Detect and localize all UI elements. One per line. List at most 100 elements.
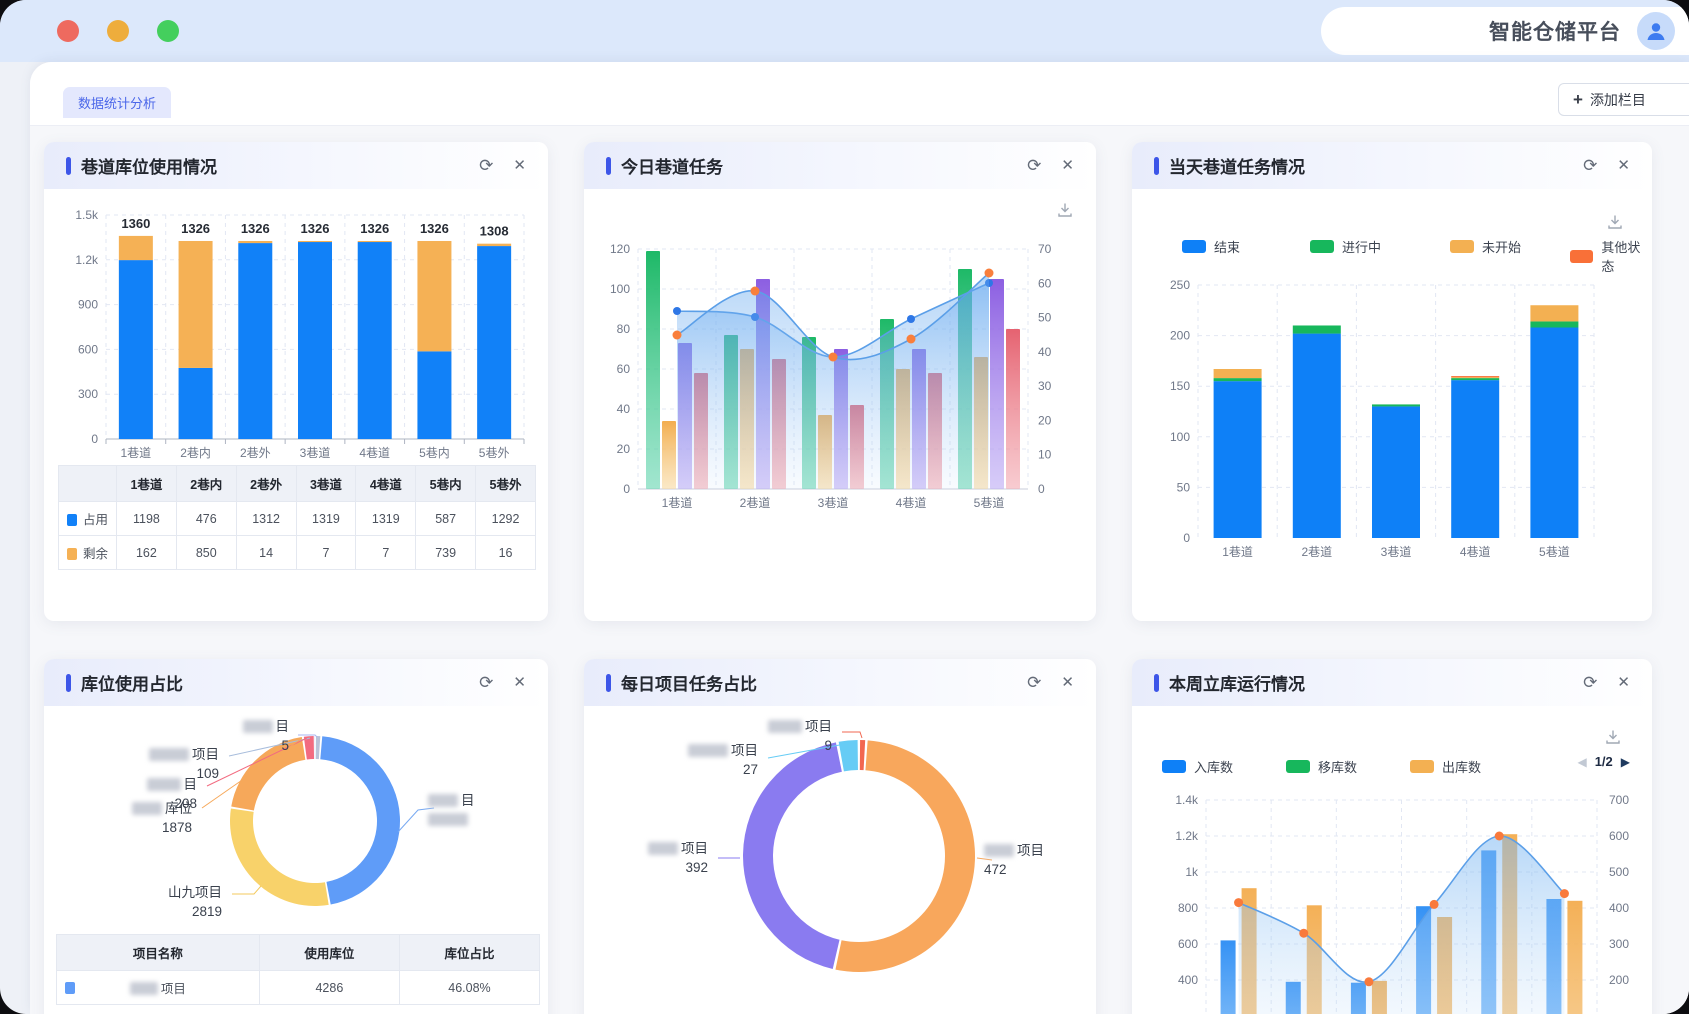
add-column-button[interactable]: + 添加栏目: [1558, 83, 1689, 116]
close-icon[interactable]: ✕: [1061, 157, 1074, 174]
panel-title: 当天巷道任务情况: [1169, 158, 1305, 177]
svg-text:700: 700: [1609, 793, 1629, 807]
donut-label: 库位 1878: [78, 800, 192, 838]
legend-item-进行中[interactable]: 进行中: [1310, 237, 1381, 256]
panel-accent-bar: [66, 673, 71, 692]
table-row: 占用 1198 476 1312 1319 1319 587 1292: [58, 501, 536, 536]
tab-strip: 数据统计分析 + 添加栏目: [30, 62, 1689, 126]
svg-text:3巷道: 3巷道: [818, 496, 849, 510]
window-titlebar: 智能仓储平台: [0, 0, 1689, 62]
refresh-icon[interactable]: ⟳: [1583, 673, 1598, 692]
donut-label: 山九项目 2819: [168, 885, 222, 919]
legend-item-移库数[interactable]: 移库数: [1286, 757, 1357, 776]
tab-data-statistics[interactable]: 数据统计分析: [63, 87, 172, 118]
maximize-window-dot[interactable]: [157, 20, 179, 42]
pagination: ◀ 1/2 ▶: [1577, 754, 1630, 769]
donut-label: 项目 27: [642, 742, 758, 780]
legend-item-未开始[interactable]: 未开始: [1450, 237, 1521, 256]
svg-text:5巷外: 5巷外: [479, 446, 510, 459]
refresh-icon[interactable]: ⟳: [479, 673, 494, 692]
panel-today-task-status: 当天巷道任务情况 ⟳ ✕ 结束 进行中 未开始 其他状态 0 50 100 150 200 250…: [1132, 142, 1652, 621]
donut-label: 项目 109: [107, 746, 219, 784]
panel-header: 库位使用占比 ⟳ ✕: [44, 659, 548, 706]
svg-text:3巷道: 3巷道: [1381, 545, 1412, 559]
svg-text:500: 500: [1609, 865, 1629, 879]
aisle-usage-chart: 0 300 600 900 1.2k 1.5k 1360 1巷道 1326 2巷内 1326 2巷外 1…: [44, 189, 548, 621]
svg-text:900: 900: [78, 298, 98, 312]
svg-text:40: 40: [617, 402, 631, 416]
panel-accent-bar: [1154, 156, 1159, 175]
svg-text:40: 40: [1038, 345, 1052, 359]
refresh-icon[interactable]: ⟳: [1583, 156, 1598, 175]
table-row: 剩余 162 850 14 7 7 739 16: [58, 535, 536, 570]
download-icon[interactable]: [1606, 213, 1624, 231]
daily-task-donut: 项目 9 项目 27 项目 392 项目 472: [584, 706, 1096, 1014]
storage-ratio-table: 项目名称 使用库位 库位占比 项目 4286 46.08%: [56, 934, 541, 1005]
svg-text:600: 600: [78, 342, 98, 356]
page-next-icon[interactable]: ▶: [1620, 754, 1630, 769]
svg-text:0: 0: [623, 482, 630, 496]
redacted-text: [132, 802, 162, 815]
svg-text:30: 30: [1038, 379, 1052, 393]
svg-text:1308: 1308: [480, 224, 509, 239]
svg-text:200: 200: [1609, 973, 1629, 987]
svg-text:1.2k: 1.2k: [1175, 829, 1199, 843]
svg-text:1360: 1360: [121, 216, 150, 231]
svg-text:1326: 1326: [360, 221, 389, 236]
task-status-chart: 结束 进行中 未开始 其他状态 0 50 100 150 200 250 1巷道 2巷道 3巷道 4巷道 5…: [1132, 189, 1652, 621]
minimize-window-dot[interactable]: [107, 20, 129, 42]
page-prev-icon[interactable]: ◀: [1577, 754, 1587, 769]
user-avatar[interactable]: [1637, 12, 1675, 50]
plus-icon: +: [1573, 89, 1583, 109]
close-icon[interactable]: ✕: [1617, 157, 1630, 174]
svg-text:200: 200: [1170, 329, 1190, 343]
legend-swatch: [1570, 249, 1594, 263]
donut-label: 项目 472: [984, 843, 1044, 877]
legend-item-结束[interactable]: 结束: [1182, 237, 1240, 256]
close-window-dot[interactable]: [57, 20, 79, 42]
svg-text:100: 100: [610, 282, 630, 296]
close-icon[interactable]: ✕: [1061, 674, 1074, 691]
svg-text:4巷道: 4巷道: [896, 496, 927, 510]
close-icon[interactable]: ✕: [513, 157, 526, 174]
weekly-ops-chart: ◀ 1/2 ▶ 入库数 移库数 出库数 1.4k 1.2k 1k 800 600 400 700 6…: [1132, 706, 1652, 1014]
svg-text:2巷道: 2巷道: [1301, 545, 1332, 559]
download-icon[interactable]: [1604, 728, 1622, 746]
person-icon: [1647, 23, 1665, 40]
refresh-icon[interactable]: ⟳: [1027, 156, 1042, 175]
panel-accent-bar: [606, 673, 611, 692]
redacted-text: [984, 844, 1014, 857]
table-row: 项目 4286 46.08%: [56, 970, 541, 1005]
panel-weekly-warehouse-ops: 本周立库运行情况 ⟳ ✕ ◀ 1/2 ▶ 入库数 移库数 出库数 1.4k 1.2k 1k…: [1132, 659, 1652, 1014]
main-page: 数据统计分析 + 添加栏目 巷道库位使用情况 ⟳ ✕ 0 300 600 900 1.2…: [30, 62, 1689, 1014]
refresh-icon[interactable]: ⟳: [479, 156, 494, 175]
svg-text:1k: 1k: [1185, 865, 1199, 879]
legend-swatch: [1410, 760, 1434, 773]
legend-item-出库数[interactable]: 出库数: [1410, 757, 1481, 776]
legend-swatch: [1162, 760, 1186, 773]
svg-text:2巷道: 2巷道: [740, 496, 771, 510]
panel-header: 当天巷道任务情况 ⟳ ✕: [1132, 142, 1652, 189]
panel-aisle-storage-usage: 巷道库位使用情况 ⟳ ✕ 0 300 600 900 1.2k 1.5k 1360 1巷道 13…: [44, 142, 548, 621]
app-title: 智能仓储平台: [1489, 21, 1621, 44]
panel-title: 每日项目任务占比: [621, 675, 757, 694]
storage-ratio-donut: 目 5 项目 109 目 208 库位 1878 山九项目 2819 目项目名称 使用库位 库位占比 项目…: [44, 706, 548, 1014]
svg-text:1.5k: 1.5k: [75, 208, 99, 222]
refresh-icon[interactable]: ⟳: [1027, 673, 1042, 692]
donut-label: 项目 9: [742, 718, 832, 756]
download-icon[interactable]: [1056, 201, 1074, 219]
legend-item-其他状态[interactable]: 其他状态: [1570, 237, 1652, 275]
svg-text:10: 10: [1038, 448, 1052, 462]
legend-item-入库数[interactable]: 入库数: [1162, 757, 1233, 776]
legend-swatch: [1450, 240, 1474, 253]
svg-text:300: 300: [78, 387, 98, 401]
page-indicator: 1/2: [1594, 754, 1613, 769]
close-icon[interactable]: ✕: [1617, 674, 1630, 691]
redacted-text: [648, 842, 678, 855]
svg-text:250: 250: [1170, 278, 1190, 292]
panel-header: 巷道库位使用情况 ⟳ ✕: [44, 142, 548, 189]
svg-text:5巷道: 5巷道: [1539, 545, 1570, 559]
close-icon[interactable]: ✕: [513, 674, 526, 691]
svg-text:60: 60: [1038, 276, 1052, 290]
